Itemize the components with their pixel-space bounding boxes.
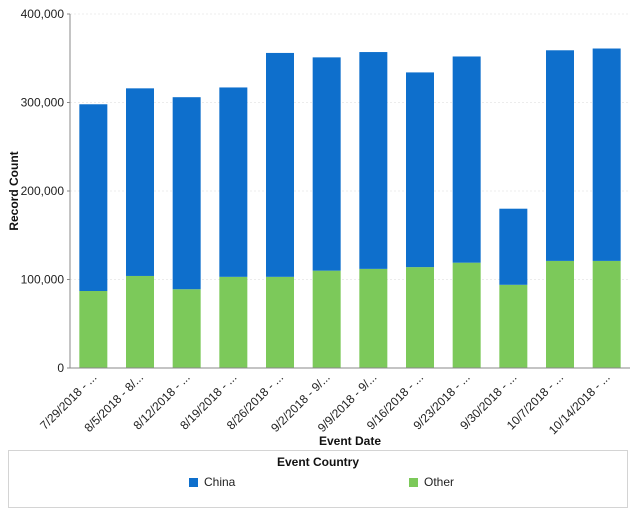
y-tick-label: 200,000 <box>21 184 65 198</box>
bar-other[interactable] <box>126 275 154 368</box>
bar-china[interactable] <box>172 97 201 290</box>
bar-other[interactable] <box>499 284 528 368</box>
bar-other[interactable] <box>219 276 248 368</box>
bar-other[interactable] <box>359 268 388 368</box>
bar-other[interactable] <box>172 289 201 368</box>
bar-other[interactable] <box>79 291 108 368</box>
bar-china[interactable] <box>592 48 621 261</box>
bar-china[interactable] <box>406 72 434 268</box>
x-tick-labels: 7/29/2018 - ...8/5/2018 - 8/...8/12/2018… <box>37 370 613 437</box>
bar-china[interactable] <box>546 50 574 261</box>
legend-swatch-china <box>189 477 198 487</box>
legend-swatch-other <box>409 477 418 487</box>
y-axis-title: Record Count <box>7 151 21 230</box>
bar-china[interactable] <box>79 104 108 292</box>
bar-other[interactable] <box>406 267 434 368</box>
bar-other[interactable] <box>546 260 574 368</box>
bar-china[interactable] <box>359 52 388 269</box>
x-axis-title: Event Date <box>319 434 381 448</box>
bar-other[interactable] <box>266 276 294 368</box>
legend: Event Country China Other <box>8 450 628 508</box>
bar-other[interactable] <box>452 262 481 368</box>
bar-other[interactable] <box>592 260 621 368</box>
stacked-bar-chart: 0 100,000 200,000 300,000 400,000 7/29/2018 … <box>7 7 630 448</box>
bar-china[interactable] <box>312 57 341 271</box>
y-tick-label: 300,000 <box>21 96 65 110</box>
y-tick-labels: 0 100,000 200,000 300,000 400,000 <box>21 7 70 375</box>
y-tick-label: 0 <box>57 361 64 375</box>
y-tick-label: 400,000 <box>21 7 65 21</box>
legend-label-china: China <box>204 475 236 489</box>
gridlines <box>70 13 630 280</box>
legend-title: Event Country <box>276 455 359 469</box>
legend-item-other[interactable]: Other <box>409 475 454 489</box>
legend-item-china[interactable]: China <box>189 475 235 489</box>
bars <box>79 48 621 368</box>
bar-china[interactable] <box>499 208 528 285</box>
bar-china[interactable] <box>266 52 294 277</box>
bar-china[interactable] <box>219 87 248 277</box>
bar-china[interactable] <box>452 56 481 263</box>
y-tick-label: 100,000 <box>21 273 65 287</box>
legend-label-other: Other <box>424 475 455 489</box>
bar-china[interactable] <box>126 88 154 276</box>
bar-other[interactable] <box>312 270 341 368</box>
